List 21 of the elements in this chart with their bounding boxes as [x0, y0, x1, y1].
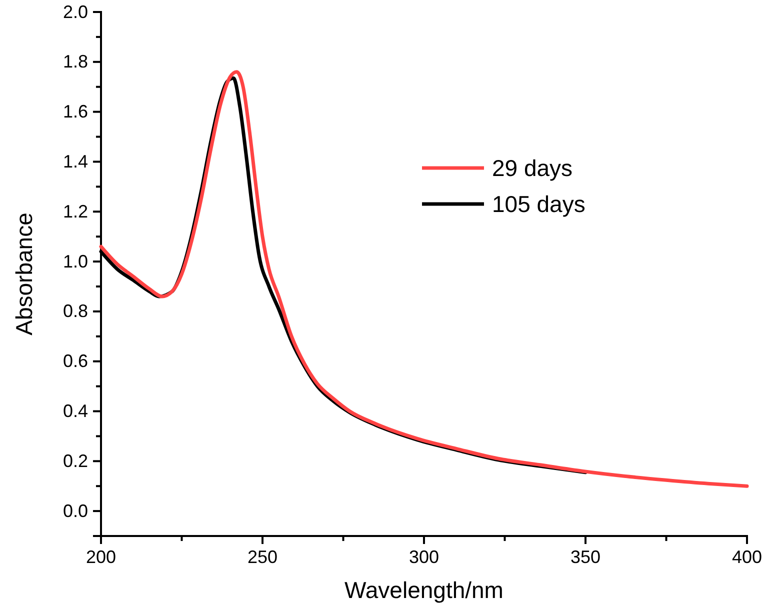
x-tick-label: 200	[86, 546, 116, 567]
legend-label: 105 days	[492, 191, 586, 217]
x-tick-label: 400	[732, 546, 762, 567]
x-axis-title: Wavelength/nm	[344, 577, 504, 603]
legend-label: 29 days	[492, 155, 573, 181]
y-axis-title: Absorbance	[11, 212, 37, 336]
y-tick-label: 0.2	[62, 450, 88, 471]
y-tick-label: 1.0	[62, 251, 88, 272]
y-tick-label: 0.8	[62, 301, 88, 322]
y-tick-label: 0.0	[62, 500, 88, 521]
y-tick-label: 1.4	[62, 151, 88, 172]
x-tick-label: 300	[408, 546, 440, 567]
y-tick-label: 0.4	[62, 401, 88, 421]
y-tick-label: 2.0	[62, 2, 88, 22]
y-tick-label: 1.8	[62, 52, 88, 72]
x-tick-label: 350	[570, 546, 601, 567]
y-tick-label: 1.2	[62, 201, 88, 222]
x-tick-label: 250	[247, 546, 278, 567]
y-tick-label: 1.6	[62, 102, 88, 122]
y-tick-label: 0.6	[62, 351, 88, 372]
line-series	[99, 70, 749, 488]
